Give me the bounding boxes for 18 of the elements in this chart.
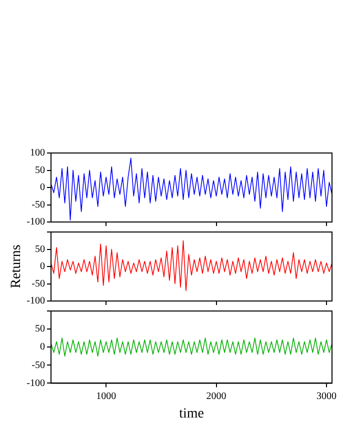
y-tick-label: -50 xyxy=(32,360,45,371)
y-tick-label: 0 xyxy=(40,342,45,353)
y-tick-label: -100 xyxy=(26,296,45,307)
x-axis-title: time xyxy=(179,406,204,422)
y-tick-label: -50 xyxy=(32,278,45,290)
y-tick-label: 0 xyxy=(40,261,45,272)
y-tick-label: -50 xyxy=(32,199,45,210)
y-tick-label: 50 xyxy=(35,164,45,176)
x-tick-label: 2000 xyxy=(206,390,226,402)
y-tick-label: -100 xyxy=(26,378,45,389)
y-tick-label: 50 xyxy=(35,244,45,255)
x-tick-label: 1000 xyxy=(96,390,116,402)
y-axis-title: Returns xyxy=(9,244,24,288)
y-tick-label: 0 xyxy=(40,182,45,194)
x-tick-label: 3000 xyxy=(316,390,336,402)
y-tick-label: -100 xyxy=(26,216,45,228)
y-tick-label: 50 xyxy=(35,324,45,335)
y-tick-label: 100 xyxy=(30,148,45,159)
